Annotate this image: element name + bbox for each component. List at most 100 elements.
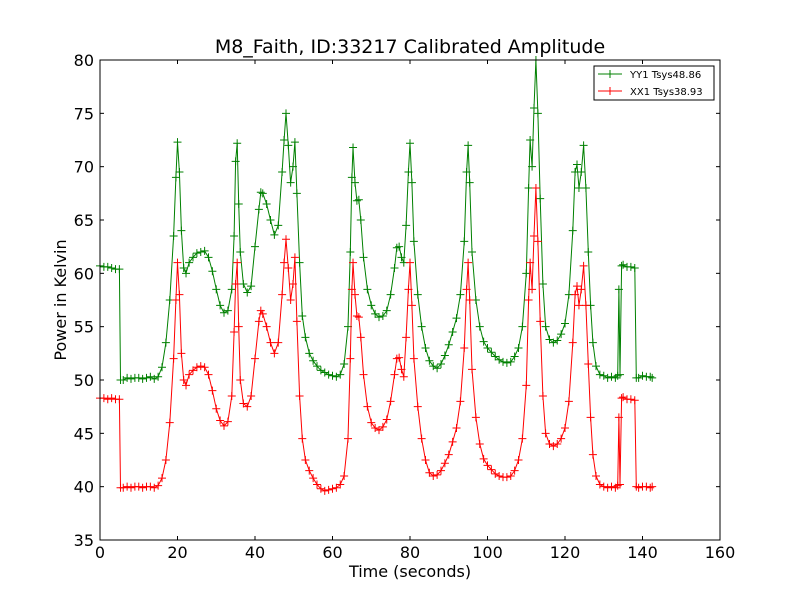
data-point-marker — [456, 290, 465, 299]
data-point-marker — [247, 282, 256, 291]
y-tick-label: 70 — [74, 158, 94, 177]
data-point-marker — [356, 216, 365, 224]
data-point-marker — [553, 336, 562, 345]
data-point-marker — [236, 248, 245, 256]
data-point-marker — [533, 237, 542, 246]
data-point-marker — [399, 372, 408, 381]
data-point-marker — [522, 269, 531, 278]
data-point-marker — [407, 178, 416, 187]
data-point-marker — [309, 356, 318, 365]
data-point-marker — [407, 301, 416, 310]
data-point-marker — [115, 265, 124, 274]
data-point-marker — [107, 264, 116, 272]
legend-marker-yy1 — [606, 70, 614, 78]
data-point-marker — [99, 394, 108, 403]
data-point-marker — [603, 483, 612, 492]
data-point-marker — [298, 434, 307, 443]
x-tick-label: 120 — [550, 543, 581, 562]
data-point-marker — [524, 296, 533, 304]
data-point-marker — [471, 413, 480, 422]
data-point-marker — [577, 285, 586, 294]
data-point-marker — [468, 365, 476, 374]
data-point-marker — [437, 360, 445, 368]
data-point-marker — [579, 141, 588, 150]
data-point-marker — [182, 381, 191, 390]
data-point-marker — [349, 143, 358, 152]
data-point-marker — [192, 249, 201, 258]
data-point-marker — [506, 472, 515, 480]
data-point-marker — [603, 373, 612, 382]
data-point-marker — [138, 374, 147, 383]
data-point-marker — [182, 269, 191, 278]
data-point-marker — [313, 362, 321, 371]
data-point-marker — [158, 474, 166, 483]
x-tick-label: 80 — [400, 543, 420, 562]
x-axis-label: Time (seconds) — [348, 562, 471, 581]
data-point-marker — [288, 162, 297, 171]
data-point-marker — [417, 434, 426, 443]
data-point-marker — [270, 230, 279, 239]
data-point-marker — [233, 139, 242, 148]
data-point-marker — [254, 317, 263, 326]
data-point-marker — [483, 344, 492, 352]
data-point-marker — [220, 308, 228, 317]
data-point-marker — [634, 373, 643, 382]
x-tick-label: 100 — [472, 543, 503, 562]
data-point-marker — [107, 394, 116, 403]
data-point-marker — [324, 485, 333, 494]
data-point-marker — [444, 340, 453, 349]
data-point-marker — [336, 370, 345, 379]
plot-frame — [99, 59, 721, 541]
data-point-marker — [204, 253, 213, 262]
data-point-marker — [581, 184, 590, 192]
data-point-marker — [579, 261, 588, 270]
data-point-marker — [350, 290, 359, 299]
data-point-marker — [409, 237, 418, 246]
data-point-marker — [305, 466, 314, 475]
data-point-marker — [233, 258, 242, 267]
data-point-marker — [256, 188, 265, 197]
data-point-marker — [332, 372, 341, 381]
data-point-marker — [274, 338, 283, 347]
data-point-marker — [502, 358, 511, 367]
data-point-marker — [301, 333, 310, 342]
data-point-marker — [234, 322, 243, 331]
data-point-marker — [549, 442, 558, 451]
data-point-marker — [328, 484, 337, 493]
data-point-marker — [196, 248, 205, 256]
data-point-marker — [231, 280, 240, 288]
data-point-marker — [231, 157, 240, 166]
data-point-marker — [150, 374, 159, 383]
data-point-marker — [406, 139, 414, 148]
data-point-marker — [448, 328, 457, 336]
data-point-marker — [258, 189, 267, 198]
data-point-marker — [599, 482, 608, 491]
data-point-marker — [320, 368, 329, 377]
data-point-marker — [216, 301, 225, 310]
data-point-marker — [266, 338, 275, 347]
data-point-marker — [617, 261, 626, 270]
data-point-marker — [536, 317, 545, 326]
data-point-marker — [462, 168, 471, 176]
data-point-marker — [530, 232, 538, 240]
data-point-marker — [352, 196, 361, 205]
data-point-marker — [227, 392, 236, 400]
data-point-marker — [286, 178, 295, 187]
data-point-marker — [239, 280, 248, 288]
data-point-marker — [146, 372, 155, 381]
data-point-marker — [354, 195, 363, 204]
data-point-marker — [344, 434, 352, 443]
data-point-marker — [371, 309, 380, 318]
data-point-marker — [404, 168, 413, 176]
data-point-marker — [359, 370, 368, 379]
data-point-marker — [564, 397, 573, 406]
data-point-marker — [557, 434, 566, 443]
data-point-marker — [375, 313, 383, 322]
data-point-marker — [483, 461, 492, 470]
data-point-marker — [216, 416, 225, 425]
data-point-marker — [586, 413, 595, 422]
data-point-marker — [648, 373, 657, 382]
data-point-marker — [522, 381, 531, 390]
data-point-marker — [375, 426, 383, 435]
data-point-marker — [595, 370, 604, 379]
